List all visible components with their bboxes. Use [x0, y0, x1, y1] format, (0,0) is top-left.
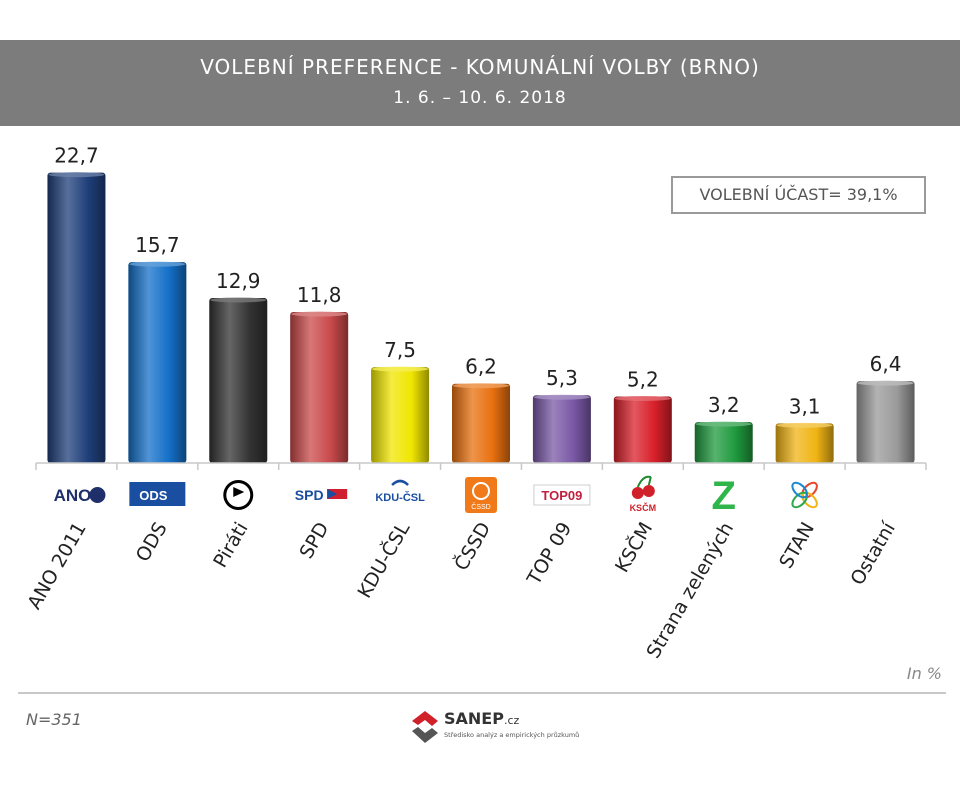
- category-label: KSČM: [609, 518, 657, 577]
- category-label: Ostatní: [846, 518, 900, 589]
- chart-title: VOLEBNÍ PREFERENCE - KOMUNÁLNÍ VOLBY (BR…: [200, 55, 760, 79]
- bar-pir-ti: [209, 297, 268, 463]
- bar-cap: [857, 380, 914, 386]
- logo-shape: [89, 487, 106, 503]
- bar-cap: [453, 383, 509, 389]
- category-label: ČSSD: [449, 518, 496, 575]
- bar-cap: [614, 395, 671, 401]
- value-label: 5,3: [546, 366, 578, 390]
- logo-text: KSČM: [630, 502, 657, 513]
- logo-shape: [791, 481, 808, 499]
- category-label: STAN: [775, 519, 819, 573]
- bar-cap: [291, 311, 348, 317]
- logo-shape: [129, 482, 186, 506]
- bar-cap: [129, 261, 186, 267]
- bar-cap: [776, 422, 833, 428]
- pirati-logo-icon: [223, 480, 254, 510]
- logo-text: ODS: [139, 488, 168, 503]
- logo-shape: [327, 489, 338, 499]
- logo-shape: [636, 475, 652, 488]
- value-label: 6,4: [870, 352, 902, 376]
- value-label: 3,1: [789, 394, 821, 418]
- bar-strana-zelen-ch: [694, 422, 753, 463]
- value-label: 12,9: [216, 269, 261, 293]
- chart-header: VOLEBNÍ PREFERENCE - KOMUNÁLNÍ VOLBY (BR…: [0, 40, 960, 126]
- sanep-logo: SANEP.cz Středisko analýz a empirických …: [408, 707, 579, 749]
- logo-shape: [631, 487, 644, 499]
- category-label: ANO 2011: [23, 519, 90, 614]
- bar-cap: [533, 394, 590, 400]
- value-label: 3,2: [708, 393, 740, 417]
- logo-text: ČSSD: [471, 502, 490, 511]
- category-label: KDU-ČSL: [352, 517, 415, 602]
- ods-logo-icon: ODS: [129, 482, 186, 506]
- category-label: Piráti: [209, 519, 252, 572]
- value-label: 5,2: [627, 367, 659, 391]
- kdu-csl-logo-icon: KDU-ČSL: [375, 479, 425, 504]
- bar-ano-2011: [47, 172, 106, 464]
- category-label: TOP 09: [523, 519, 577, 590]
- kscm-logo-icon: KSČM: [630, 475, 657, 513]
- logo-shape: [233, 487, 245, 504]
- value-label: 7,5: [384, 338, 416, 362]
- logo-text: KDU-ČSL: [375, 491, 425, 504]
- sanep-brand: SANEP.cz: [444, 709, 520, 728]
- turnout-box: VOLEBNÍ ÚČAST= 39,1%: [671, 176, 926, 214]
- logo-shape: [533, 484, 591, 506]
- logo-text: SPD: [295, 487, 324, 503]
- bar-chart: ANO ODS SPD KDU-ČSL ČSSD TOP09 KSČM Z 22,7 ANO 2…: [23, 144, 927, 663]
- value-label: 15,7: [135, 233, 180, 257]
- bar-top-09: [532, 395, 591, 463]
- logo-shape: [642, 485, 655, 497]
- value-label: 22,7: [54, 144, 99, 168]
- cssd-logo-icon: ČSSD: [465, 477, 497, 513]
- logo-text: ANO: [54, 486, 92, 505]
- bar-cap: [48, 172, 105, 178]
- chart-subtitle: 1. 6. – 10. 6. 2018: [393, 88, 567, 108]
- category-label: SPD: [295, 519, 333, 563]
- bar-ostatn-: [856, 381, 915, 463]
- sanep-tagline: Středisko analýz a empirických průzkumů: [444, 731, 580, 739]
- logo-shape: [465, 477, 497, 513]
- bar-cap: [372, 366, 429, 372]
- footer-divider: [18, 692, 946, 694]
- bar-spd: [290, 312, 349, 463]
- bar-ks-m: [613, 396, 672, 463]
- bar-stan: [775, 423, 834, 463]
- unit-note: In %: [906, 664, 942, 683]
- bar-cap: [210, 297, 267, 303]
- spd-logo-icon: SPD: [295, 487, 348, 503]
- ano-logo-icon: ANO: [54, 486, 106, 505]
- category-label: ODS: [132, 519, 172, 566]
- category-label: Strana zelených: [642, 519, 738, 663]
- bar-cap: [695, 421, 752, 427]
- logo-shape: [391, 479, 409, 486]
- zeleni-logo-icon: Z: [712, 474, 736, 518]
- value-label: 11,8: [297, 283, 342, 307]
- logo-shape: [226, 483, 251, 507]
- top09-logo-icon: TOP09: [533, 484, 591, 506]
- logo-shape: [472, 482, 490, 500]
- bar-ods: [128, 262, 187, 463]
- bar--ssd: [452, 383, 510, 463]
- logo-text: TOP09: [541, 488, 582, 503]
- sanep-logo-icon: [412, 711, 438, 743]
- value-label: 6,2: [465, 355, 497, 379]
- sample-size: N=351: [26, 710, 82, 729]
- stan-logo-icon: [791, 481, 818, 509]
- logo-text: Z: [712, 474, 736, 518]
- bar-kdu-sl: [371, 367, 430, 463]
